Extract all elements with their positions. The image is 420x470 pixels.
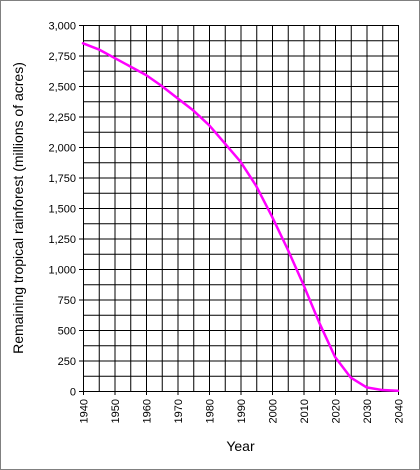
x-tick-label: 1980: [205, 399, 217, 423]
x-tick-label: 1940: [79, 399, 91, 423]
x-axis-title: Year: [226, 438, 255, 454]
x-tick-labels: 1940 1950 1960 1970 1980 1990 2000 2010 2020 2030…: [79, 399, 406, 423]
y-tick-label: 1,500: [48, 204, 76, 216]
x-tick-label: 1990: [236, 399, 248, 423]
axes: [79, 25, 399, 395]
y-tick-label: 1,750: [48, 173, 76, 185]
x-tick-label: 1950: [110, 399, 122, 423]
y-tick-label: 2,250: [48, 112, 76, 124]
y-tick-label: 3,000: [48, 21, 76, 33]
y-tick-label: 2,500: [48, 82, 76, 94]
x-tick-label: 2010: [299, 399, 311, 423]
y-tick-labels: 0 250 500 750 1,000 1,250 1,500 1,750 2,000 2,250…: [48, 21, 76, 399]
data-series: [81, 42, 400, 393]
y-axis-title: Remaining tropical rainforest (millions …: [10, 62, 26, 354]
y-tick-label: 2,750: [48, 51, 76, 63]
x-tick-label: 1960: [142, 399, 154, 423]
x-tick-label: 2030: [362, 399, 374, 423]
y-tick-label: 750: [58, 295, 76, 307]
x-tick-label: 2020: [331, 399, 343, 423]
y-tick-label: 2,000: [48, 143, 76, 155]
y-tick-label: 250: [58, 356, 76, 368]
grid-lines: [83, 25, 399, 392]
y-tick-label: 1,250: [48, 234, 76, 246]
y-tick-label: 1,000: [48, 265, 76, 277]
x-tick-label: 2000: [268, 399, 280, 423]
y-tick-label: 500: [58, 326, 76, 338]
x-tick-label: 1970: [173, 399, 185, 423]
y-tick-label: 0: [70, 387, 76, 399]
x-tick-label: 2040: [394, 399, 406, 423]
